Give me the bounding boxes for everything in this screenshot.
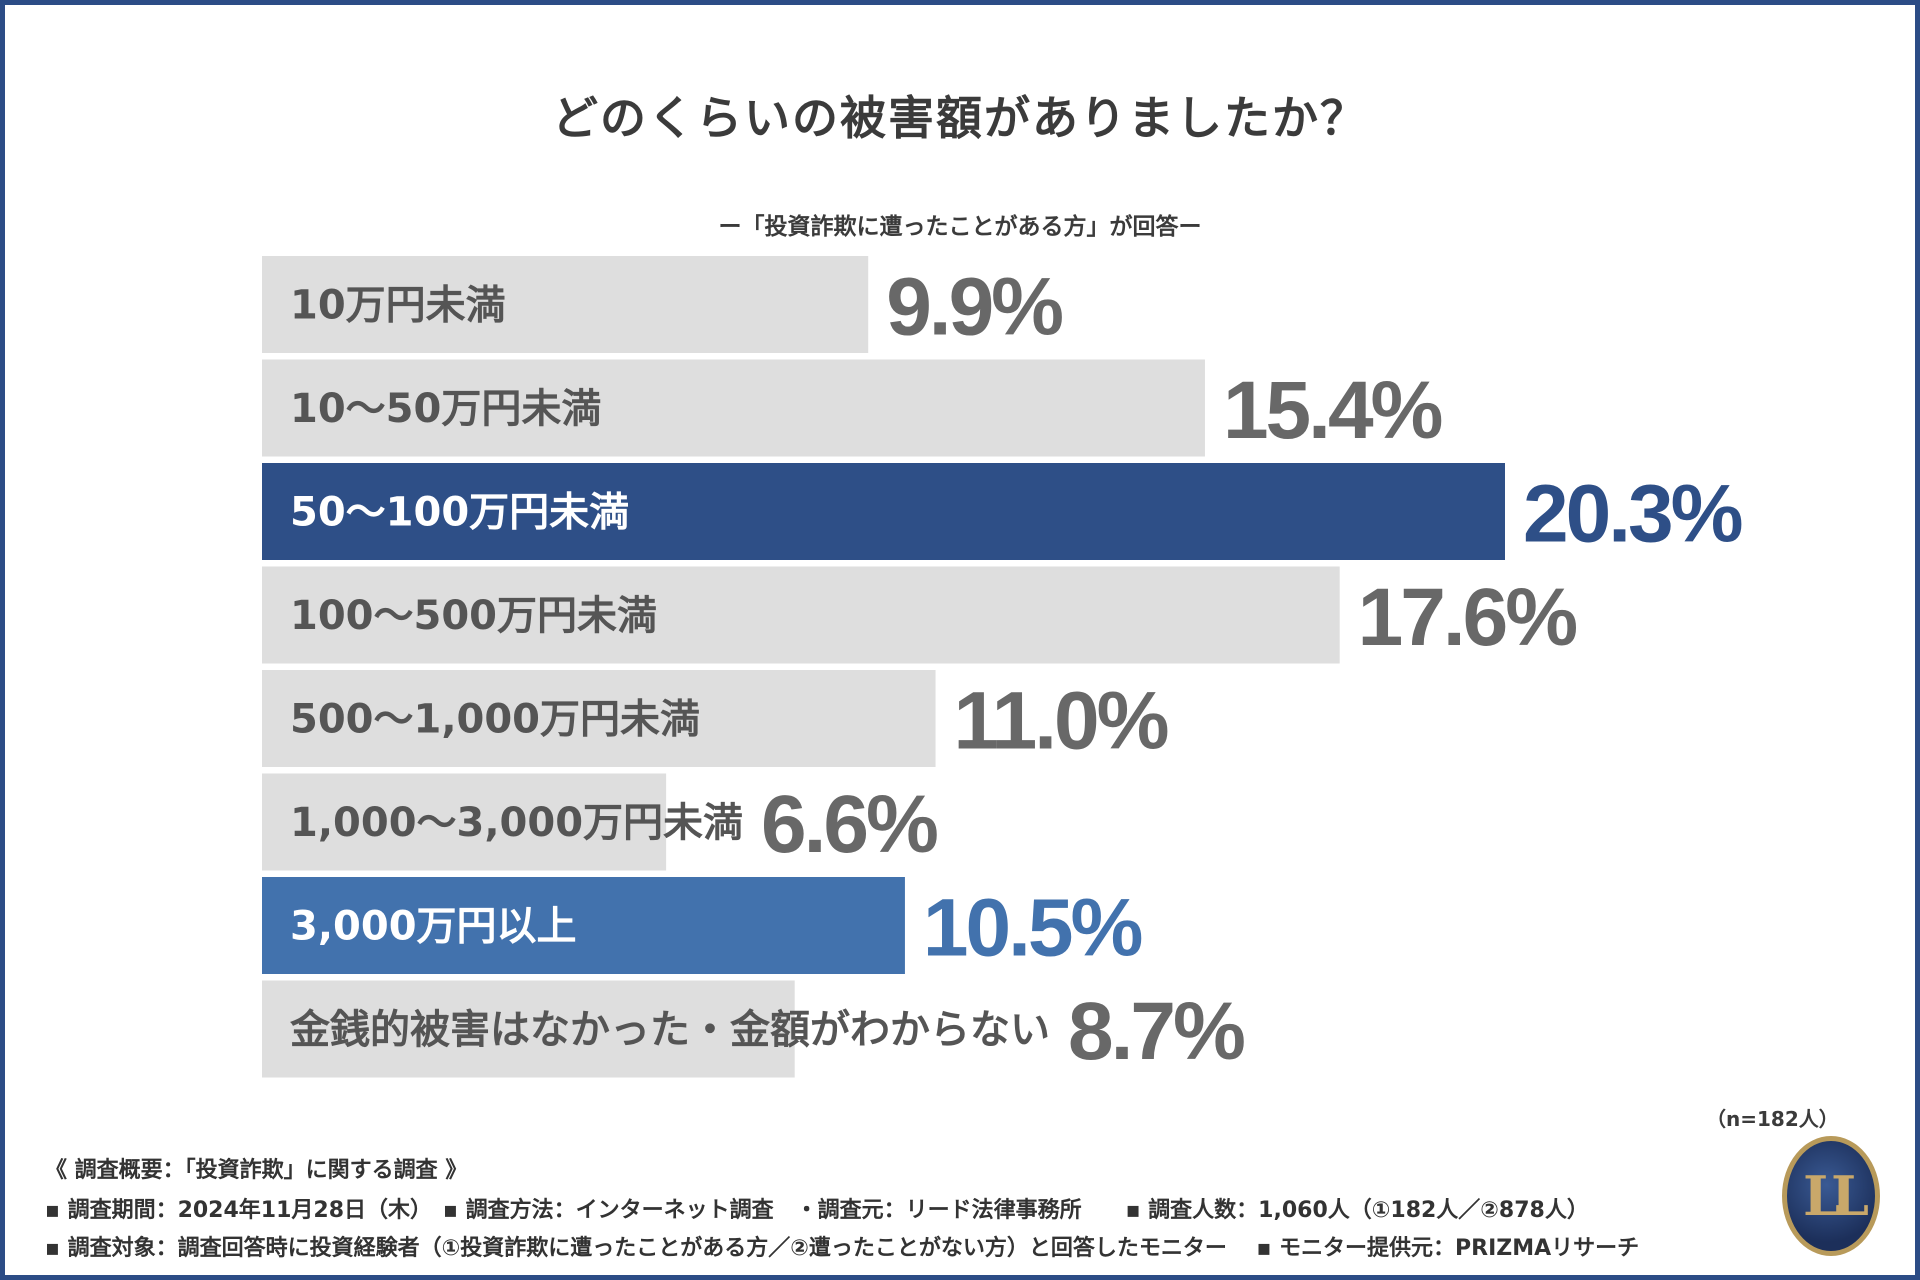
bar-7 bbox=[262, 980, 795, 1078]
bar-1 bbox=[262, 359, 1205, 457]
bar-3 bbox=[262, 566, 1340, 664]
category-label-4: 500〜1,000万円未満 bbox=[290, 697, 700, 743]
value-label-3: 17.6% bbox=[1358, 572, 1577, 663]
law-firm-logo: LL bbox=[1782, 1136, 1880, 1256]
category-label-2: 50〜100万円未満 bbox=[290, 490, 629, 536]
value-label-4: 11.0% bbox=[954, 676, 1168, 767]
value-label-5: 6.6% bbox=[761, 779, 937, 870]
value-label-7: 8.7% bbox=[1068, 986, 1244, 1077]
value-label-6: 10.5% bbox=[923, 883, 1142, 974]
value-label-2: 20.3% bbox=[1523, 469, 1742, 560]
category-label-6: 3,000万円以上 bbox=[290, 904, 577, 950]
chart-title: どのくらいの被害額がありましたか？ bbox=[552, 91, 1368, 145]
category-label-5: 1,000〜3,000万円未満 bbox=[290, 800, 743, 846]
bar-4 bbox=[262, 670, 936, 767]
value-label-1: 15.4% bbox=[1223, 365, 1442, 456]
value-label-0: 9.9% bbox=[886, 262, 1062, 353]
survey-heading: 《 調査概要：「投資詐欺」に関する調査 》 bbox=[45, 1158, 468, 1183]
survey-details-line: ▪ 調査期間：2024年11月28日（木） ▪ 調査方法：インターネット調査 ・… bbox=[45, 1198, 1589, 1223]
sample-size-label: （n=182人） bbox=[1706, 1107, 1839, 1131]
category-label-1: 10〜50万円未満 bbox=[290, 386, 601, 432]
bar-5 bbox=[262, 773, 667, 871]
survey-target-line: ▪ 調査対象：調査回答時に投資経験者（①投資詐欺に遭ったことがある方／②遭ったこ… bbox=[45, 1236, 1640, 1261]
category-label-7: 金銭的被害はなかった・金額がわからない bbox=[289, 1007, 1050, 1053]
category-label-3: 100〜500万円未満 bbox=[290, 593, 657, 639]
category-label-0: 10万円未満 bbox=[290, 283, 506, 329]
bar-0 bbox=[262, 256, 869, 353]
chart-subtitle: ー「投資詐欺に遭ったことがある方」が回答ー bbox=[718, 214, 1202, 240]
bar-2 bbox=[262, 463, 1505, 560]
bar-6 bbox=[262, 877, 905, 974]
